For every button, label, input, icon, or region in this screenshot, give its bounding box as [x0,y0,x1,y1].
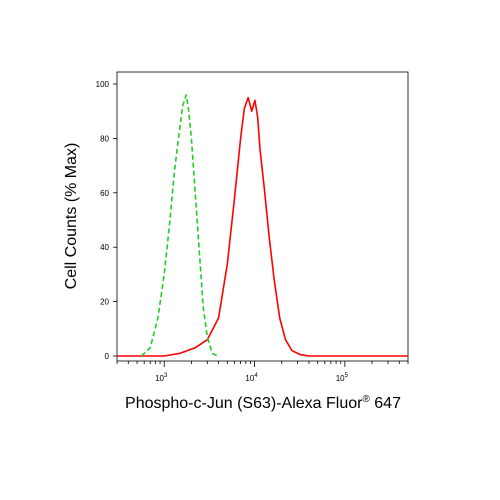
series-layer [117,94,408,357]
x-axis: 103 104 105 [116,361,409,383]
series-line-dashed [140,94,218,357]
series-line-solid [117,96,408,357]
x-axis-title-tail: 647 [370,395,401,412]
y-axis-title: Cell Counts (% Max) [63,143,80,290]
y-tick-label: 20 [100,298,109,307]
y-tick-label: 80 [100,134,109,143]
x-tick-label: 105 [336,373,349,383]
y-tick-label: 0 [105,352,110,361]
y-axis: 0 20 40 60 80 100 [96,80,117,361]
y-tick-label: 40 [100,243,109,252]
x-axis-title-main: Phospho-c-Jun (S63)-Alexa Fluor [125,395,363,412]
y-tick-label: 100 [96,80,110,89]
plot-frame [116,71,409,362]
x-tick-label: 104 [245,373,258,383]
y-tick-label: 60 [100,189,109,198]
x-axis-title: Phospho-c-Jun (S63)-Alexa Fluor® 647 [125,394,401,412]
x-tick-label: 103 [155,373,168,383]
x-axis-title-sup: ® [362,394,370,405]
